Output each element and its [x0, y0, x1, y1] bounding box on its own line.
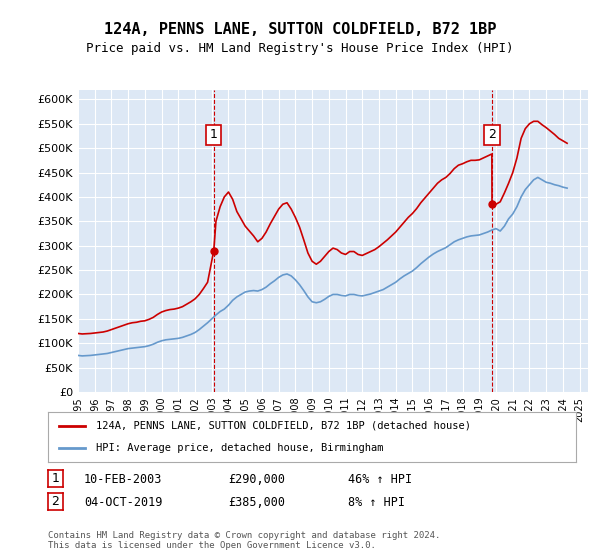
Text: 10-FEB-2003: 10-FEB-2003	[84, 473, 163, 487]
Text: 8% ↑ HPI: 8% ↑ HPI	[348, 496, 405, 509]
Text: HPI: Average price, detached house, Birmingham: HPI: Average price, detached house, Birm…	[95, 443, 383, 453]
Text: 1: 1	[210, 128, 218, 142]
Text: £385,000: £385,000	[228, 496, 285, 509]
Text: 124A, PENNS LANE, SUTTON COLDFIELD, B72 1BP: 124A, PENNS LANE, SUTTON COLDFIELD, B72 …	[104, 22, 496, 38]
Text: 46% ↑ HPI: 46% ↑ HPI	[348, 473, 412, 487]
Text: 124A, PENNS LANE, SUTTON COLDFIELD, B72 1BP (detached house): 124A, PENNS LANE, SUTTON COLDFIELD, B72 …	[95, 421, 470, 431]
Text: £290,000: £290,000	[228, 473, 285, 487]
Text: Contains HM Land Registry data © Crown copyright and database right 2024.
This d: Contains HM Land Registry data © Crown c…	[48, 531, 440, 550]
Text: 2: 2	[52, 494, 59, 508]
Text: 04-OCT-2019: 04-OCT-2019	[84, 496, 163, 509]
Text: 1: 1	[52, 472, 59, 486]
Text: Price paid vs. HM Land Registry's House Price Index (HPI): Price paid vs. HM Land Registry's House …	[86, 42, 514, 55]
Text: 2: 2	[488, 128, 496, 142]
